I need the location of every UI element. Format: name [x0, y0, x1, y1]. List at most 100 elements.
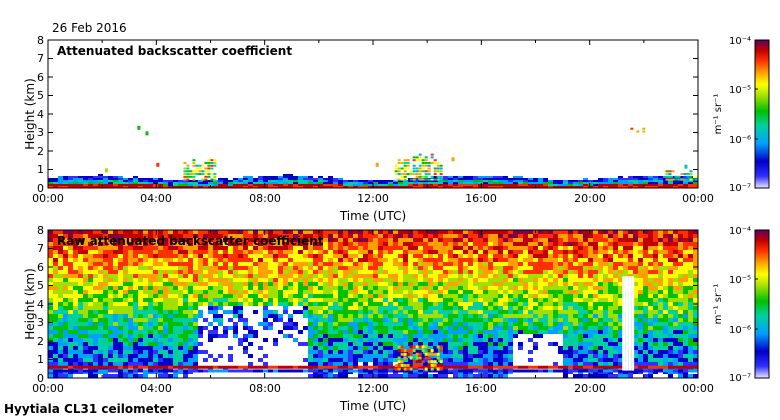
heatmap-cell — [53, 346, 58, 350]
heatmap-cell — [388, 230, 393, 234]
heatmap-cell — [148, 290, 153, 294]
heatmap-cell — [671, 178, 675, 181]
heatmap-cell — [218, 180, 223, 182]
heatmap-cell — [298, 270, 303, 274]
heatmap-cell — [593, 258, 598, 262]
heatmap-cell — [373, 354, 378, 358]
heatmap-cell — [78, 282, 83, 286]
heatmap-cell — [409, 170, 413, 173]
heatmap-cell — [463, 314, 468, 318]
heatmap-cell — [93, 246, 98, 250]
heatmap-cell — [523, 182, 528, 184]
panel-1: Attenuated backscatter coefficient 00:00… — [23, 34, 770, 223]
heatmap-cell — [453, 242, 458, 246]
heatmap-cell — [78, 326, 83, 330]
heatmap-cell — [333, 334, 338, 338]
heatmap-cell — [578, 350, 583, 354]
heatmap-cell — [543, 294, 548, 298]
heatmap-cell — [653, 282, 658, 286]
heatmap-cell — [48, 322, 53, 326]
heatmap-cell — [63, 250, 68, 254]
heatmap-cell — [358, 338, 363, 342]
heatmap-cell — [178, 254, 183, 258]
heatmap-cell — [508, 286, 513, 290]
heatmap-cell — [183, 354, 188, 358]
heatmap-cell — [283, 180, 288, 182]
heatmap-cell — [73, 182, 78, 184]
heatmap-cell — [498, 270, 503, 274]
heatmap-cell — [473, 290, 478, 294]
heatmap-cell — [183, 298, 188, 302]
heatmap-cell — [293, 338, 298, 342]
heatmap-cell — [683, 298, 688, 302]
heatmap-cell — [478, 186, 483, 188]
heatmap-cell — [58, 274, 63, 278]
heatmap-cell — [433, 306, 438, 310]
heatmap-cell — [103, 330, 108, 334]
heatmap-cell — [298, 290, 303, 294]
heatmap-cell — [598, 302, 603, 306]
heatmap-cell — [573, 290, 578, 294]
heatmap-cell — [348, 334, 353, 338]
heatmap-cell — [665, 173, 669, 176]
heatmap-cell — [293, 176, 298, 178]
heatmap-cell — [348, 282, 353, 286]
heatmap-cell — [613, 318, 618, 322]
heatmap-cell — [393, 250, 398, 254]
heatmap-cell — [503, 338, 508, 342]
heatmap-cell — [288, 326, 293, 330]
heatmap-cell — [643, 274, 648, 278]
heatmap-cell — [673, 254, 678, 258]
heatmap-cell — [328, 250, 333, 254]
heatmap-cell — [58, 286, 63, 290]
heatmap-cell — [138, 342, 143, 346]
heatmap-cell — [343, 230, 348, 234]
heatmap-cell — [633, 330, 638, 334]
heatmap-cell — [373, 266, 378, 270]
heatmap-cell — [118, 314, 123, 318]
heatmap-cell — [323, 182, 328, 184]
heatmap-cell — [693, 186, 698, 188]
heatmap-cell — [153, 314, 158, 318]
heatmap-cell — [243, 302, 248, 306]
heatmap-cell — [53, 178, 58, 180]
heatmap-cell — [683, 342, 688, 346]
heatmap-cell — [233, 334, 238, 338]
heatmap-cell — [183, 306, 188, 310]
heatmap-cell — [448, 266, 453, 270]
heatmap-cell — [378, 310, 383, 314]
heatmap-cell — [448, 330, 453, 334]
heatmap-cell — [323, 238, 328, 242]
heatmap-cell — [548, 266, 553, 270]
heatmap-cell — [688, 278, 693, 282]
heatmap-cell — [58, 182, 63, 184]
heatmap-cell — [618, 266, 623, 270]
heatmap-cell — [628, 250, 633, 254]
heatmap-cell — [433, 184, 438, 186]
heatmap-cell — [438, 258, 443, 262]
heatmap-cell — [403, 306, 408, 310]
heatmap-cell — [393, 234, 398, 238]
heatmap-cell — [668, 262, 673, 266]
heatmap-cell — [148, 230, 153, 234]
heatmap-cell — [618, 250, 623, 254]
heatmap-cell — [238, 234, 243, 238]
heatmap-cell — [663, 298, 668, 302]
heatmap-cell — [308, 298, 313, 302]
heatmap-cell — [397, 173, 401, 176]
heatmap-cell — [413, 180, 418, 182]
heatmap-cell — [423, 302, 428, 306]
heatmap-cell — [413, 242, 418, 246]
heatmap-cell — [318, 178, 323, 180]
heatmap-cell — [328, 358, 333, 362]
heatmap-cell — [358, 354, 363, 358]
heatmap-cell — [183, 175, 187, 178]
heatmap-cell — [348, 186, 353, 188]
heatmap-cell — [253, 290, 258, 294]
heatmap-cell — [204, 175, 208, 178]
heatmap-cell — [358, 346, 363, 350]
heatmap-cell — [93, 314, 98, 318]
heatmap-cell — [363, 242, 368, 246]
heatmap-cell — [73, 326, 78, 330]
y-tick-label: 7 — [37, 52, 44, 65]
